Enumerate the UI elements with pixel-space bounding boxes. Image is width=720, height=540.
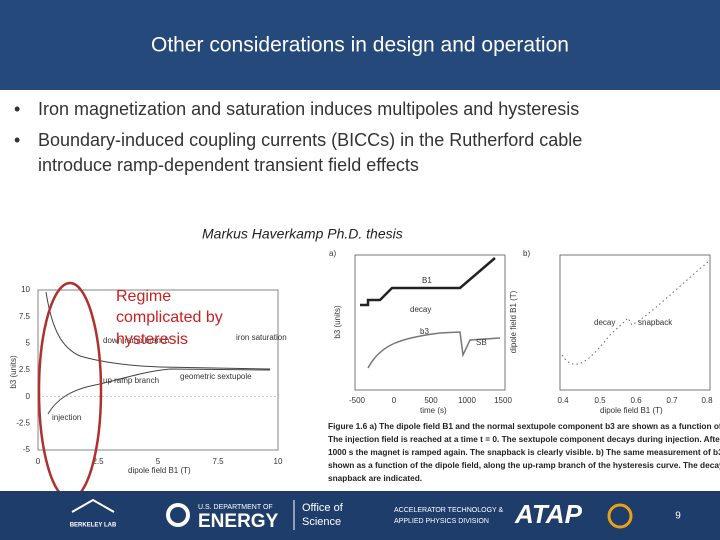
annotation: complicated by — [116, 309, 223, 326]
figure-label: B1 — [422, 276, 432, 285]
figure-label: decay — [410, 305, 431, 314]
x-tick-label: 0.5 — [594, 396, 606, 405]
figure-label: up ramp branch — [103, 376, 159, 385]
b1-curve — [360, 257, 496, 307]
credit: Markus Haverkamp Ph.D. thesis — [202, 226, 403, 242]
header-bar — [0, 0, 720, 90]
x-axis-label: dipole field B1 (T) — [128, 466, 191, 475]
figure-label: decay — [594, 318, 615, 327]
right-figure: a) -500 0 500 1000 1500 time (s) b3 (uni… — [328, 249, 720, 483]
berkeley-logo — [71, 498, 115, 513]
x-tick-label: 10 — [274, 457, 283, 466]
title: Other considerations in design and opera… — [151, 34, 569, 57]
annotation: Regime — [116, 288, 171, 305]
x-tick-label: 0.7 — [666, 396, 678, 405]
x-tick-label: -500 — [349, 396, 366, 405]
bullet-text: introduce ramp-dependent transient field… — [38, 155, 419, 175]
figure-label: snapback — [638, 318, 673, 327]
x-tick-label: 2.5 — [92, 457, 104, 466]
y-tick-label: 7.5 — [19, 312, 31, 321]
bullet-mark: • — [14, 99, 20, 119]
panel-label: a) — [329, 249, 336, 258]
x-tick-label: 0.8 — [701, 396, 713, 405]
y2-axis-label: dipole field B1 (T) — [509, 290, 518, 353]
atap-mark — [607, 503, 633, 529]
figure-label: geometric sextupole — [180, 372, 252, 381]
plot-frame — [559, 254, 711, 391]
x-tick-label: 0.4 — [557, 396, 569, 405]
b3-curve — [367, 331, 501, 369]
y-tick-label: -5 — [23, 445, 31, 454]
y-axis-label: b3 (units) — [9, 355, 18, 389]
figure-label: down ramp branch — [103, 336, 169, 345]
footer-bar — [0, 491, 720, 540]
x-tick-label: 500 — [424, 396, 438, 405]
y-tick-label: 0 — [26, 392, 31, 401]
office-text: Office of — [302, 502, 344, 514]
x-tick-label: 0.6 — [630, 396, 642, 405]
y-tick-label: 2.5 — [19, 365, 31, 374]
energy-text: ENERGY — [198, 511, 279, 532]
bullet-mark: • — [14, 130, 20, 150]
up-ramp-curve — [47, 368, 271, 415]
x-axis-label: dipole field B1 (T) — [600, 406, 663, 415]
berkeley-text: BERKELEY LAB — [70, 523, 117, 529]
plot-frame — [37, 289, 279, 451]
caption-line: Figure 1.6 a) The dipole field B1 and th… — [328, 421, 720, 431]
doe-text: U.S. DEPARTMENT OF — [198, 504, 273, 511]
figure-label: iron saturation — [236, 333, 287, 342]
down-ramp-curve — [45, 291, 271, 370]
caption-line: 1000 s the magnet is ramped again. The s… — [328, 447, 720, 457]
y-tick-label: -2.5 — [16, 418, 30, 427]
atap-logo: ATAP — [514, 499, 583, 529]
figure-label: SB — [476, 338, 487, 347]
x-tick-label: 1500 — [494, 396, 512, 405]
x-tick-label: 0 — [392, 396, 397, 405]
figure-label: injection — [52, 413, 81, 422]
caption-line: The injection field is reached at a time… — [328, 434, 720, 444]
y-axis-label: b3 (units) — [333, 305, 342, 339]
office-text: Science — [302, 516, 341, 528]
caption-line: snapback are indicated. — [328, 473, 422, 483]
x-tick-label: 1000 — [458, 396, 476, 405]
bullet-text: Boundary-induced coupling currents (BICC… — [38, 130, 582, 150]
doe-seal — [170, 507, 186, 523]
caption-line: shown as a function of the dipole field,… — [328, 460, 720, 470]
y-tick-label: 10 — [21, 285, 30, 294]
x-tick-label: 0 — [36, 457, 41, 466]
panel-label: b) — [523, 249, 530, 258]
division-text: ACCELERATOR TECHNOLOGY & — [394, 507, 504, 514]
bullet-text: Iron magnetization and saturation induce… — [38, 99, 579, 119]
plot-frame — [354, 254, 506, 391]
figure-label: b3 — [420, 327, 429, 336]
y-tick-label: 5 — [26, 338, 31, 347]
x-tick-label: 7.5 — [212, 457, 224, 466]
x-tick-label: 5 — [156, 457, 161, 466]
x-axis-label: time (s) — [420, 406, 447, 415]
annotation: hysteresis — [116, 331, 188, 348]
page-number: 9 — [675, 511, 681, 522]
left-figure: 10 7.5 5 2.5 0 -2.5 -5 0 2.5 5 7.5 10 di… — [9, 285, 287, 475]
division-text: APPLIED PHYSICS DIVISION — [394, 518, 489, 525]
b3-hysteresis-curve — [561, 261, 709, 365]
